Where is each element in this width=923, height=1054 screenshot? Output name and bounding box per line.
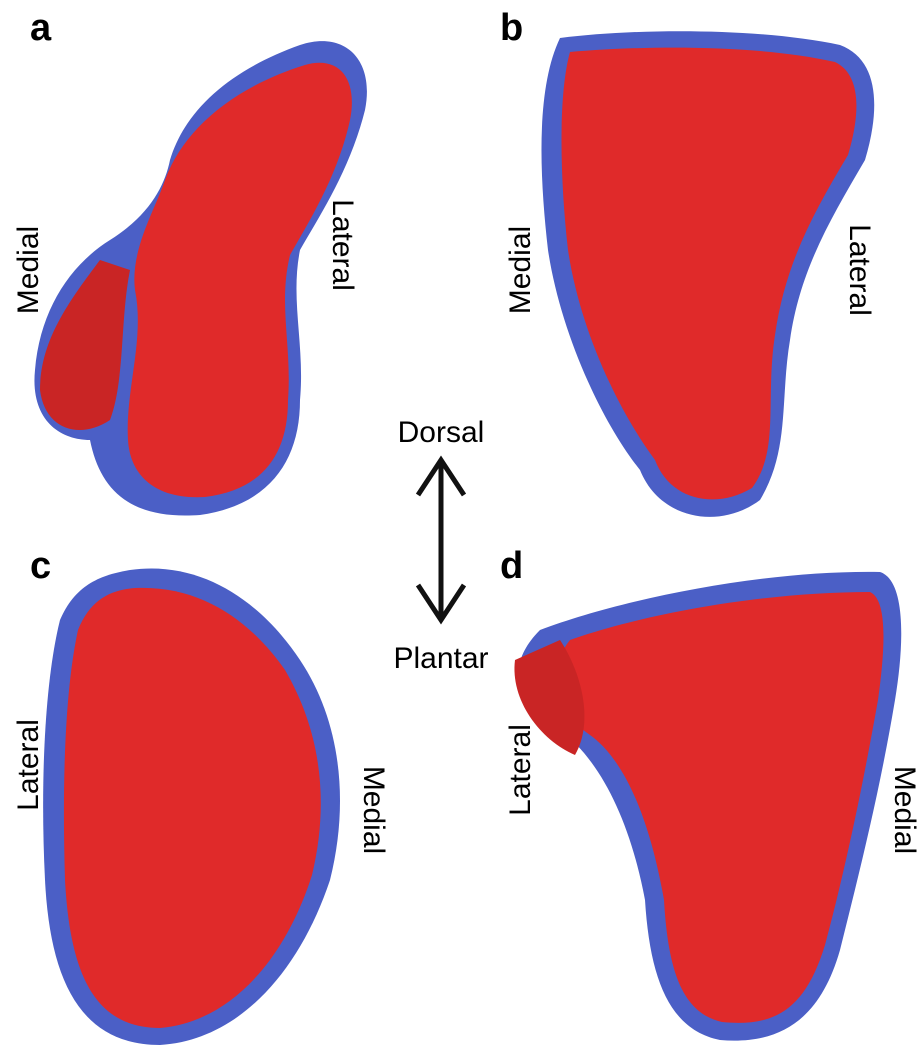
- side-label: Medial: [504, 226, 537, 314]
- panel-b: b Medial Lateral: [500, 7, 876, 517]
- orientation-label: Dorsal: [398, 416, 485, 449]
- bone-surface: [128, 63, 352, 497]
- side-label: Lateral: [12, 719, 45, 811]
- side-label: Lateral: [843, 224, 876, 316]
- side-label: Medial: [12, 226, 45, 314]
- orientation: Dorsal Plantar: [393, 416, 488, 675]
- side-label: Medial: [357, 766, 390, 854]
- double-arrow: [418, 460, 464, 620]
- bone-surface: [562, 48, 857, 500]
- panel-label: c: [30, 545, 51, 587]
- panel-label: b: [500, 7, 523, 49]
- panel-a: a Medial Lateral: [12, 7, 367, 516]
- panel-c: c Lateral Medial: [12, 545, 390, 1045]
- side-label: Medial: [888, 766, 921, 854]
- panel-d: d Lateral Medial: [500, 545, 921, 1041]
- panel-label: d: [500, 545, 523, 587]
- side-label: Lateral: [504, 724, 537, 816]
- orientation-label: Plantar: [393, 642, 488, 675]
- panel-label: a: [30, 7, 52, 49]
- side-label: Lateral: [326, 199, 359, 291]
- figure: a Medial Lateral b Medial Lateral Dorsal…: [0, 0, 923, 1054]
